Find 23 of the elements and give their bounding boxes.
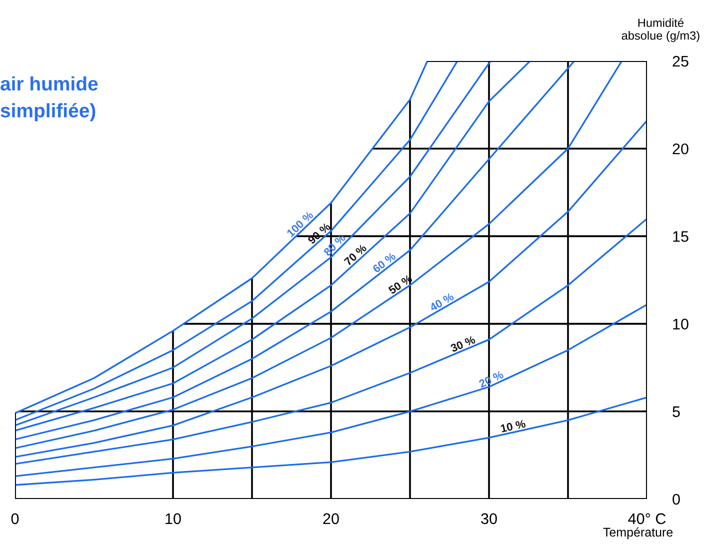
x-tick-label: 10: [166, 513, 181, 524]
y-tick-label: 25: [672, 56, 688, 67]
line-series: [15, 120, 647, 458]
text: 60 %: [372, 252, 396, 274]
text: 10 %: [500, 420, 526, 433]
y-tick-label: 10: [673, 318, 688, 330]
y-axis-title: Humidité absolue (g/m3): [622, 18, 700, 42]
y-tick-label: 5: [672, 406, 680, 418]
text: 40 %: [428, 292, 454, 312]
text: 30 %: [450, 335, 476, 352]
y-tick-label: 15: [673, 231, 688, 242]
y-tick-label: 0: [672, 494, 680, 505]
x-tick-label: 40° C: [628, 513, 666, 524]
text: air humide simplifiée): [0, 76, 98, 122]
x-tick-label: 20: [323, 513, 339, 524]
y-tick-label: 20: [672, 143, 688, 154]
text: 50 %: [388, 274, 413, 294]
x-tick-label: 0: [11, 513, 19, 524]
text: 20 %: [478, 370, 504, 388]
text: 70 %: [344, 244, 368, 266]
x-axis-title: Température: [603, 527, 673, 540]
line-series: [15, 396, 647, 486]
x-tick-label: 30: [481, 513, 497, 524]
